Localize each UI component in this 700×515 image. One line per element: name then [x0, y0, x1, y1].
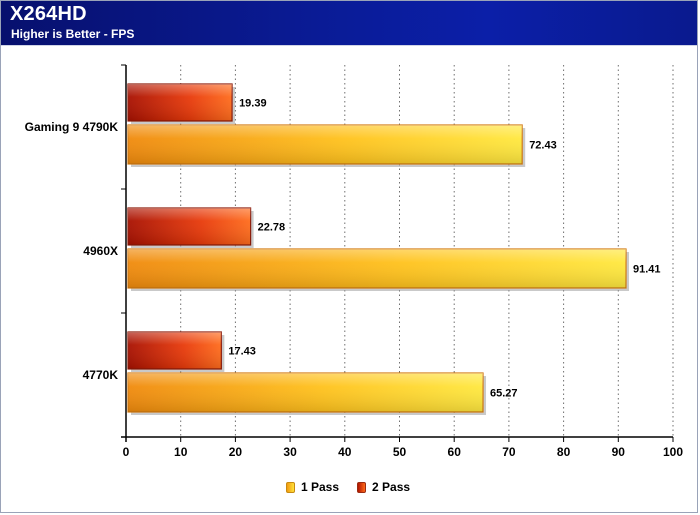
bar-1pass-shine — [128, 373, 484, 412]
legend-item-2pass: 2 Pass — [357, 480, 410, 494]
chart-title: X264HD — [10, 3, 87, 25]
x-tick-label: 100 — [663, 445, 683, 459]
legend-swatch-2pass — [357, 481, 367, 493]
legend-label-2pass: 2 Pass — [372, 480, 411, 494]
x-tick-label: 10 — [174, 445, 188, 459]
bar-2pass-shine — [128, 332, 222, 369]
category-label: Gaming 9 4790K — [25, 120, 119, 134]
labels: 0 10 20 30 40 50 60 70 80 90 100 19.39 72.43 Gaming 9… — [25, 98, 684, 460]
category-label: 4960X — [83, 244, 118, 258]
bar-2pass-shine — [128, 208, 251, 245]
legend-swatch-1pass — [286, 481, 295, 493]
x-tick-label: 50 — [393, 445, 407, 459]
x-tick-label: 0 — [123, 445, 130, 459]
legend-item-1pass: 1 Pass — [286, 480, 339, 494]
x-tick-label: 80 — [557, 445, 571, 459]
data-label-1pass: 72.43 — [529, 140, 557, 152]
data-label-2pass: 19.39 — [239, 98, 267, 110]
data-label-1pass: 65.27 — [490, 388, 518, 400]
legend: 1 Pass 2 Pass — [286, 478, 410, 496]
bar-1pass-shine — [128, 249, 627, 288]
x-tick-label: 60 — [448, 445, 462, 459]
x-tick-label: 70 — [502, 445, 516, 459]
x-tick-label: 90 — [612, 445, 626, 459]
chart-header: X264HD Higher is Better - FPS — [1, 1, 697, 46]
axes — [121, 64, 674, 442]
bar-2pass-shine — [128, 84, 233, 121]
chart-subtitle: Higher is Better - FPS — [11, 27, 135, 41]
data-label-1pass: 91.41 — [633, 264, 661, 276]
x-tick-label: 20 — [229, 445, 243, 459]
legend-label-1pass: 1 Pass — [301, 480, 340, 494]
data-label-2pass: 22.78 — [258, 222, 286, 234]
data-label-2pass: 17.43 — [228, 346, 256, 358]
x-tick-label: 40 — [338, 445, 352, 459]
bar-1pass-shine — [128, 125, 523, 164]
bars — [127, 83, 630, 415]
x-tick-label: 30 — [283, 445, 297, 459]
category-label: 4770K — [83, 368, 119, 382]
